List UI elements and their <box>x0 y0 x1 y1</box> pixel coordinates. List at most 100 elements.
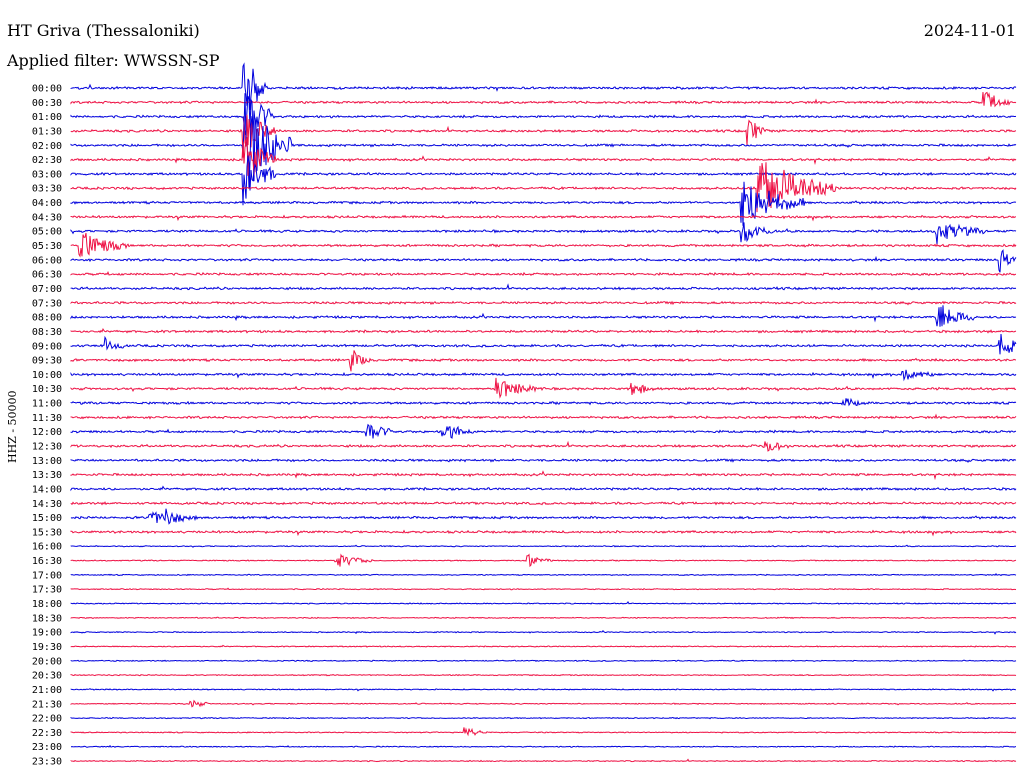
row-time-label: 02:30 <box>32 155 62 166</box>
trace-line <box>70 232 1017 258</box>
trace-line <box>70 501 1017 506</box>
trace-line <box>70 162 1017 213</box>
row-time-label: 12:30 <box>32 442 62 453</box>
row-time-label: 14:30 <box>32 499 62 510</box>
trace-line <box>70 553 1017 568</box>
trace-line <box>70 485 1017 492</box>
row-time-label: 12:00 <box>32 427 62 438</box>
row-time-label: 17:00 <box>32 570 62 581</box>
row-time-label: 16:30 <box>32 556 62 567</box>
row-time-label: 09:00 <box>32 341 62 352</box>
row-time-label: 20:30 <box>32 671 62 682</box>
trace-line <box>70 470 1017 481</box>
trace-line <box>70 727 1017 737</box>
row-time-label: 07:30 <box>32 298 62 309</box>
trace-line <box>70 369 1017 382</box>
trace-line <box>70 744 1017 748</box>
row-time-label: 05:30 <box>32 241 62 252</box>
trace-line <box>70 305 1017 327</box>
trace-line <box>70 673 1017 677</box>
trace-line <box>70 397 1017 407</box>
trace-line <box>70 333 1017 355</box>
row-time-label: 04:30 <box>32 212 62 223</box>
trace-line <box>70 508 1017 525</box>
row-time-label: 22:00 <box>32 714 62 725</box>
trace-line <box>70 413 1017 420</box>
date-label: 2024-11-01 <box>923 21 1016 40</box>
row-time-label: 17:30 <box>32 585 62 596</box>
trace-line <box>70 350 1016 372</box>
row-time-label: 16:00 <box>32 542 62 553</box>
trace-line <box>70 688 1017 692</box>
row-time-label: 13:00 <box>32 456 62 467</box>
row-time-label: 23:30 <box>32 757 62 768</box>
row-time-label: 04:00 <box>32 198 62 209</box>
trace-line <box>70 587 1017 591</box>
trace-line <box>70 283 1017 291</box>
trace-line <box>70 600 1016 605</box>
trace-line <box>70 62 1017 111</box>
trace-line <box>70 716 1016 720</box>
trace-line <box>70 95 1017 137</box>
row-time-label: 02:00 <box>32 141 62 152</box>
trace-line <box>70 377 1017 399</box>
trace-line <box>70 214 1016 222</box>
row-time-label: 06:00 <box>32 255 62 266</box>
trace-line <box>70 271 1017 277</box>
trace-line <box>70 222 1017 245</box>
station-title: HT Griva (Thessaloniki) <box>7 21 200 40</box>
row-time-label: 01:30 <box>32 126 62 137</box>
row-time-label: 05:00 <box>32 227 62 238</box>
row-time-label: 22:30 <box>32 728 62 739</box>
row-time-label: 15:30 <box>32 527 62 538</box>
trace-line <box>70 458 1017 464</box>
trace-line <box>70 572 1017 577</box>
row-time-label: 13:30 <box>32 470 62 481</box>
trace-line <box>70 93 1017 189</box>
trace-line <box>70 137 1017 176</box>
trace-line <box>70 529 1017 537</box>
trace-line <box>70 659 1017 663</box>
row-time-label: 19:30 <box>32 642 62 653</box>
trace-line <box>70 544 1017 548</box>
trace-line <box>70 300 1017 306</box>
row-time-label: 06:30 <box>32 270 62 281</box>
trace-line <box>70 181 1017 226</box>
filter-label: Applied filter: WWSSN-SP <box>7 51 220 70</box>
row-time-label: 10:00 <box>32 370 62 381</box>
row-time-label: 18:30 <box>32 613 62 624</box>
trace-line <box>70 423 1017 439</box>
trace-line <box>70 249 1017 273</box>
trace-line <box>70 644 1016 648</box>
row-time-label: 03:30 <box>32 184 62 195</box>
row-time-label: 08:30 <box>32 327 62 338</box>
row-time-label: 18:00 <box>32 599 62 610</box>
row-time-label: 03:00 <box>32 169 62 180</box>
row-time-label: 10:30 <box>32 384 62 395</box>
row-time-label: 20:00 <box>32 656 62 667</box>
row-time-label: 09:30 <box>32 356 62 367</box>
row-time-label: 19:00 <box>32 628 62 639</box>
row-time-label: 14:00 <box>32 484 62 495</box>
trace-line <box>70 91 1017 108</box>
row-time-label: 01:00 <box>32 112 62 123</box>
trace-line <box>70 616 1017 620</box>
row-time-label: 21:30 <box>32 699 62 710</box>
trace-line <box>70 440 1017 452</box>
row-time-label: 23:00 <box>32 742 62 753</box>
row-time-label: 15:00 <box>32 513 62 524</box>
row-time-label: 08:00 <box>32 313 62 324</box>
trace-line <box>70 758 1017 763</box>
trace-line <box>70 699 1017 708</box>
row-time-label: 00:30 <box>32 98 62 109</box>
row-time-label: 11:00 <box>32 399 62 410</box>
trace-line <box>70 114 1017 158</box>
trace-line <box>70 630 1017 635</box>
row-time-label: 07:00 <box>32 284 62 295</box>
row-time-label: 11:30 <box>32 413 62 424</box>
trace-line <box>70 327 1017 334</box>
row-time-label: 00:00 <box>32 84 62 95</box>
row-time-label: 21:00 <box>32 685 62 696</box>
trace-line <box>70 155 1017 206</box>
